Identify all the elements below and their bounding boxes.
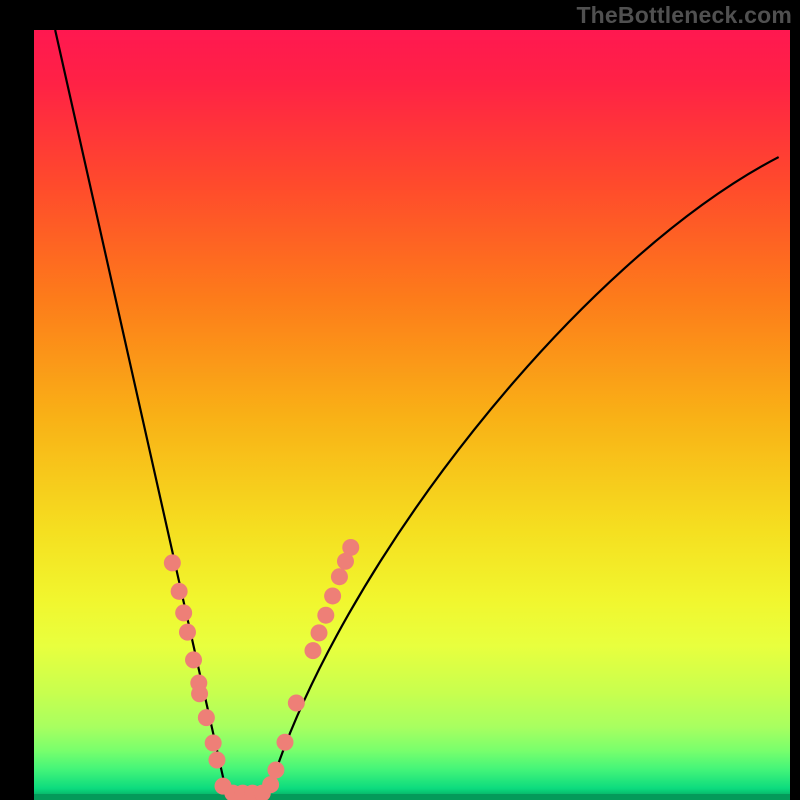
scatter-dot: [262, 776, 279, 793]
scatter-dot: [304, 642, 321, 659]
scatter-dot: [191, 685, 208, 702]
scatter-dot: [342, 539, 359, 556]
scatter-dot: [198, 709, 215, 726]
scatter-dot: [171, 583, 188, 600]
bottleneck-chart: [0, 0, 800, 800]
scatter-dot: [208, 751, 225, 768]
scatter-dot: [179, 624, 196, 641]
chart-container: { "watermark": { "text": "TheBottleneck.…: [0, 0, 800, 800]
plot-bg-bottom-band: [34, 794, 790, 800]
scatter-dot: [276, 734, 293, 751]
scatter-dot: [324, 587, 341, 604]
scatter-dot: [311, 624, 328, 641]
plot-bg: [34, 30, 790, 800]
scatter-dot: [267, 761, 284, 778]
scatter-dot: [331, 568, 348, 585]
watermark-text: TheBottleneck.com: [576, 2, 792, 29]
scatter-dot: [205, 735, 222, 752]
scatter-dot: [288, 694, 305, 711]
scatter-dot: [317, 607, 334, 624]
scatter-dot: [185, 651, 202, 668]
scatter-dot: [164, 554, 181, 571]
scatter-dot: [175, 604, 192, 621]
